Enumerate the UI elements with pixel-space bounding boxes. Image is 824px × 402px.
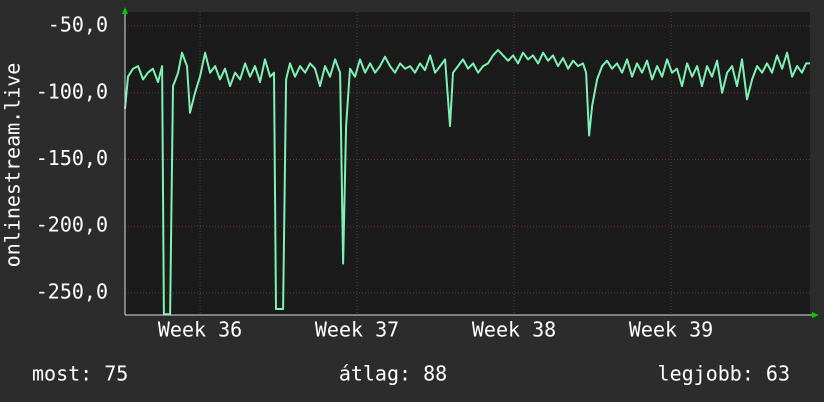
y-axis-label: onlinestream.live	[1, 63, 25, 268]
x-tick-label: Week 37	[315, 318, 399, 342]
x-tick-label: Week 36	[158, 318, 242, 342]
stat-best: legjobb: 63	[658, 362, 790, 386]
y-tick-label: -200,0	[36, 213, 108, 237]
y-tick-label: -100,0	[36, 79, 108, 103]
axis-arrow	[812, 312, 819, 318]
marks	[124, 49, 810, 316]
stat-current: most: 75	[32, 362, 128, 386]
y-tick-label: -250,0	[36, 279, 108, 303]
y-tick-label: -150,0	[36, 146, 108, 170]
y-tick-label: -50,0	[48, 13, 108, 37]
plot-area	[125, 12, 810, 315]
x-tick-label: Week 39	[629, 318, 713, 342]
data-line	[124, 49, 810, 316]
grid	[125, 12, 810, 315]
axis-arrow	[122, 7, 128, 14]
x-tick-label: Week 38	[472, 318, 556, 342]
stat-average: átlag: 88	[339, 362, 447, 386]
